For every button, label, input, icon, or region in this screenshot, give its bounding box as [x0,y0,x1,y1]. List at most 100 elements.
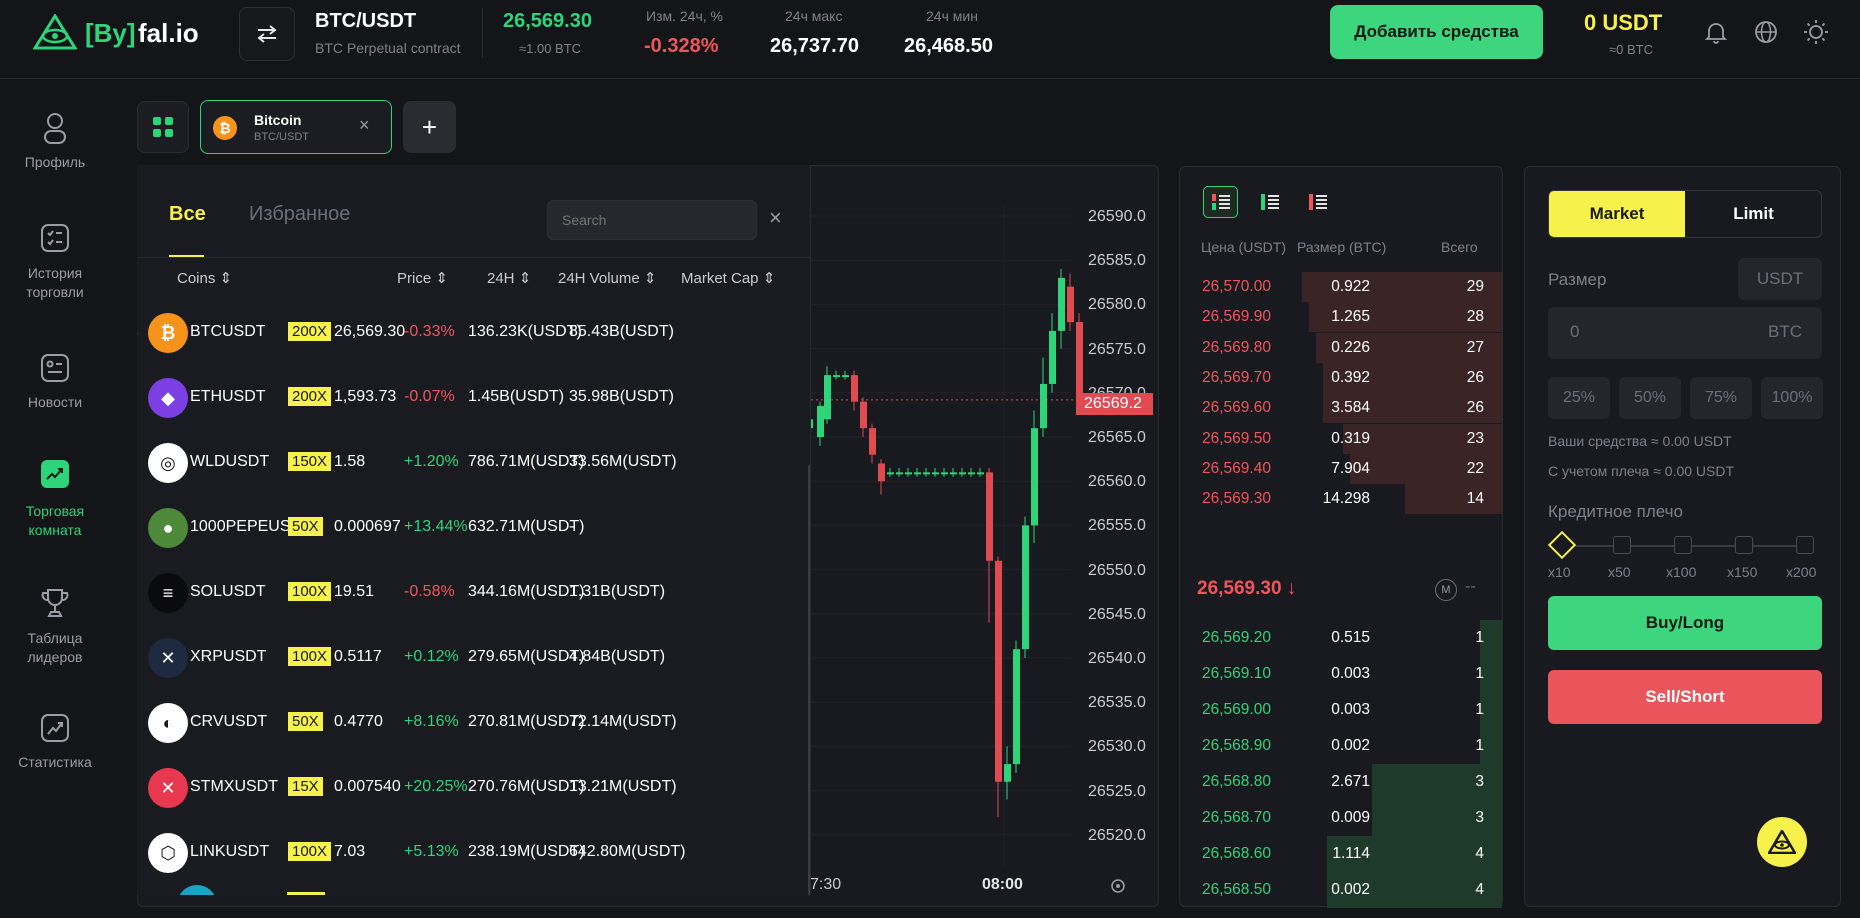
depth-bar [1322,393,1502,424]
favorite-star-icon[interactable]: ★ [137,453,139,478]
ask-price: 26,570.00 [1202,278,1271,295]
pct-75-button[interactable]: 75% [1690,377,1752,419]
candle [878,459,885,495]
orderbook-view-bids[interactable] [1252,186,1287,218]
col-price[interactable]: Price ⇕ [397,270,448,287]
tab-market[interactable]: Market [1549,191,1685,237]
ask-row[interactable]: 26,569.50 0.319 23 [1180,423,1502,454]
col-volume[interactable]: 24H Volume ⇕ [558,270,657,287]
bid-row[interactable]: 26,568.80 2.671 3 [1180,764,1502,800]
search-input[interactable] [547,200,757,240]
close-tab-icon[interactable]: × [359,115,370,135]
pct-50-button[interactable]: 50% [1619,377,1681,419]
bell-icon [1704,23,1728,44]
sidebar-item-profile[interactable]: Профиль [0,110,110,170]
orderbook-view-asks[interactable] [1300,186,1335,218]
tab-limit[interactable]: Limit [1733,204,1774,223]
change-value: -0.328% [644,35,719,57]
col-24h[interactable]: 24H ⇕ [487,270,532,287]
size-unit-label: USDT [1756,269,1804,288]
sell-short-button[interactable]: Sell/Short [1548,670,1822,724]
pct-100-button[interactable]: 100% [1761,377,1823,419]
news-icon [37,350,73,386]
ask-row[interactable]: 26,569.40 7.904 22 [1180,453,1502,484]
coin-row[interactable]: ★ ✕STMXUSDT 15X 0.007540+20.25%270.76M(USDT… [137,755,810,820]
language-button[interactable] [1753,19,1779,45]
bid-row[interactable]: 26,569.00 0.003 1 [1180,692,1502,728]
favorite-star-icon[interactable]: ★ [137,583,139,608]
col-coins[interactable]: Coins ⇕ [177,270,233,287]
swap-pair-button[interactable] [239,7,295,61]
orderbook-view-both[interactable] [1203,186,1238,218]
time-label: 08:00 [982,876,1023,893]
candle [817,401,824,446]
bid-total: 1 [1475,629,1484,646]
candle [811,419,813,429]
bid-row[interactable]: 26,568.60 1.114 4 [1180,836,1502,872]
lev-mark-label: x100 [1666,564,1697,580]
favorite-star-icon[interactable]: ★ [137,713,139,738]
depth-bar [1343,423,1502,454]
favorite-star-icon[interactable]: ★ [137,323,139,348]
sidebar-item-stats[interactable]: Статистика [0,710,110,770]
add-funds-button[interactable]: Добавить средства [1330,5,1543,59]
sidebar-item-news[interactable]: Новости [0,350,110,410]
size-unit-select[interactable]: USDT [1738,258,1822,300]
tab-bitcoin[interactable]: ₿ Bitcoin BTC/USDT × [200,100,392,154]
logo[interactable]: [By] fal.io [33,12,199,52]
sidebar-item-label: Новости [27,394,83,410]
favorite-star-icon[interactable]: ★ [137,388,139,413]
sidebar-item-history[interactable]: История торговли [0,220,110,302]
scrollbar[interactable] [808,465,810,895]
support-chat-button[interactable] [1757,817,1807,867]
ask-row[interactable]: 26,569.80 0.226 27 [1180,332,1502,363]
bid-row[interactable]: 26,569.10 0.003 1 [1180,656,1502,692]
coin-icon: ◎ [148,443,188,483]
col-mcap[interactable]: Market Cap ⇕ [681,270,776,287]
tab-favorites[interactable]: Избранное [249,203,351,225]
ask-size: 14.298 [1322,490,1370,508]
tab-all[interactable]: Все [169,203,206,225]
price-tick-label: 26590.0 [1088,208,1146,225]
ask-row[interactable]: 26,570.00 0.922 29 [1180,272,1502,302]
favorite-star-icon[interactable]: ★ [137,778,139,803]
bid-row[interactable]: 26,568.50 0.002 4 [1180,872,1502,908]
size-input[interactable]: 0 BTC [1548,307,1822,359]
candle [842,370,849,380]
coin-row[interactable]: ★ ◐CRVUSDT 50X 0.4770 +8.16% 270.81M(USDT)72.… [137,690,810,755]
notifications-button[interactable] [1703,19,1729,45]
favorite-star-icon[interactable]: ★ [137,843,139,868]
markets-grid-button[interactable] [137,101,189,153]
bid-row[interactable]: 26,568.90 0.002 1 [1180,728,1502,764]
current-price-tag: 26569.2 [1076,393,1153,415]
bid-row[interactable]: 26,568.70 0.009 3 [1180,800,1502,836]
theme-toggle[interactable] [1802,18,1830,46]
price-chart[interactable] [811,166,1157,906]
bid-row[interactable]: 26,569.20 0.515 1 [1180,620,1502,656]
sidebar-item-trading-room[interactable]: Торговая комната [0,460,110,540]
close-dropdown-icon[interactable]: × [769,205,782,230]
chart-settings-icon[interactable] [1109,877,1127,895]
leverage-badge: 15X [288,777,323,796]
add-tab-button[interactable]: + [403,101,456,153]
ask-row[interactable]: 26,569.30 14.298 14 [1180,484,1502,515]
leverage-badge: 100X [288,647,332,666]
leverage-slider[interactable]: x10 x50 x100 x150 x200 [1547,530,1822,590]
favorite-star-icon[interactable]: ★ [137,518,139,543]
ask-row[interactable]: 26,569.60 3.584 26 [1180,393,1502,424]
sidebar-item-leaderboard[interactable]: Таблица лидеров [0,585,110,667]
pct-25-button[interactable]: 25% [1548,377,1610,419]
ask-row[interactable]: 26,569.90 1.265 28 [1180,302,1502,333]
favorite-star-icon[interactable]: ★ [137,648,139,673]
ask-row[interactable]: 26,569.70 0.392 26 [1180,362,1502,393]
buy-long-button[interactable]: Buy/Long [1548,596,1822,650]
bid-price: 26,568.80 [1202,773,1271,790]
slider-thumb[interactable] [1547,530,1577,560]
